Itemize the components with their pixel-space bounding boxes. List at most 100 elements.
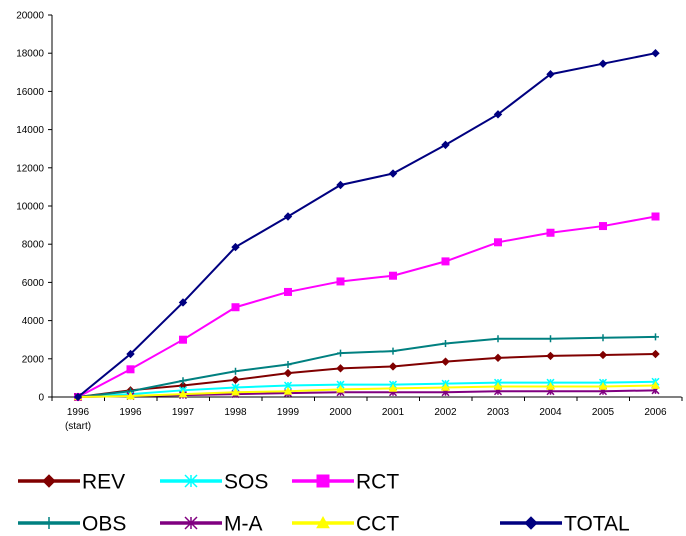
data-point-total — [73, 392, 83, 402]
data-point-obs — [389, 347, 397, 355]
x-tick-label: 1996 — [119, 407, 142, 418]
legend-swatch-marker — [184, 516, 198, 530]
data-point-cct — [178, 389, 188, 398]
data-point-rct — [546, 228, 555, 237]
legend-label: OBS — [82, 513, 126, 536]
data-point-rev — [336, 364, 345, 373]
y-tick-label: 6000 — [22, 278, 45, 289]
x-axis: 1996 (start) 1996 1997 1998 1999 2000 2001 2002 2… — [51, 396, 683, 432]
legend-item-rev: REV — [18, 471, 125, 494]
x-tick-label: 2004 — [539, 407, 562, 418]
y-tick-label: 8000 — [22, 240, 45, 251]
legend-swatch-marker — [43, 517, 55, 529]
data-point-cct — [598, 381, 608, 390]
data-point-total — [388, 169, 398, 178]
series-line-rct — [77, 215, 656, 398]
data-point-cct — [231, 387, 240, 396]
data-point-cct — [126, 391, 135, 400]
legend-label: RCT — [356, 471, 399, 494]
data-point-total — [283, 212, 293, 221]
data-point-obs — [179, 377, 187, 385]
data-point-total — [178, 298, 188, 307]
series-obs — [74, 333, 659, 401]
x-tick-label: 2005 — [592, 407, 615, 418]
legend-item-total: TOTAL — [500, 513, 630, 536]
series-total — [73, 48, 660, 402]
data-point-rct — [126, 365, 135, 374]
data-point-total — [598, 59, 608, 68]
legend: REV SOS RCT OBS M-A CCT TOTAL — [18, 471, 630, 536]
data-point-rct — [651, 212, 660, 221]
data-point-cct — [283, 386, 293, 395]
legend-label: SOS — [224, 471, 268, 494]
data-point-total — [651, 48, 660, 58]
data-point-rct — [231, 303, 240, 312]
series-rct — [74, 212, 660, 401]
data-point-rct — [336, 277, 345, 286]
x-tick-label: 1998 — [224, 407, 247, 418]
y-tick-label: 16000 — [16, 87, 44, 98]
data-point-cct — [441, 382, 450, 391]
data-point-rct — [494, 238, 502, 247]
data-point-cct — [388, 383, 398, 392]
data-point-total — [336, 180, 345, 190]
legend-label: M-A — [224, 513, 263, 536]
data-point-rev — [546, 351, 555, 361]
y-tick-label: 12000 — [16, 163, 44, 174]
data-point-cct — [493, 381, 503, 390]
legend-swatch-marker — [42, 474, 56, 488]
series-line-cct — [77, 384, 656, 398]
series-line-total — [77, 52, 656, 398]
data-point-rev — [441, 357, 450, 366]
data-point-rev — [493, 353, 503, 363]
data-point-cct — [546, 381, 555, 390]
data-point-obs — [652, 333, 659, 341]
legend-label: TOTAL — [564, 513, 630, 536]
series-line-sos — [77, 380, 656, 398]
data-point-rct — [179, 335, 187, 344]
data-point-obs — [284, 361, 292, 369]
data-point-rev — [651, 349, 660, 359]
data-point-obs — [494, 335, 502, 343]
legend-item-cct: CCT — [292, 513, 399, 536]
series-line-rev — [77, 353, 656, 398]
data-point-total — [231, 242, 240, 252]
data-point-rev — [283, 368, 293, 378]
y-tick-label: 2000 — [22, 354, 45, 365]
x-tick-label: 2002 — [434, 407, 457, 418]
data-point-rev — [598, 350, 608, 360]
y-tick-label: 10000 — [16, 202, 44, 213]
data-point-total — [546, 70, 555, 79]
data-point-cct — [336, 384, 345, 393]
data-point-rev — [388, 362, 398, 371]
legend-swatch-marker — [316, 474, 330, 488]
x-tick-label: 2003 — [487, 407, 510, 418]
data-point-obs — [232, 367, 239, 375]
x-tick-label: 1999 — [277, 407, 300, 418]
y-tick-label: 18000 — [16, 49, 44, 60]
series-layer — [73, 48, 660, 402]
x-tick-label: 2006 — [644, 407, 667, 418]
legend-swatch-marker — [524, 516, 538, 530]
series-line-obs — [77, 335, 656, 398]
data-point-total — [441, 140, 450, 150]
data-point-rct — [284, 287, 292, 296]
y-tick-label: 20000 — [16, 11, 44, 22]
x-tick-label: 1997 — [172, 407, 195, 418]
data-point-total — [493, 110, 503, 119]
y-axis: 0 2000 4000 6000 8000 10000 12000 14000 16000 180… — [16, 11, 53, 404]
x-tick-sublabel: (start) — [65, 421, 91, 432]
series-rev — [73, 349, 660, 402]
data-point-cct — [651, 381, 660, 389]
legend-swatch-marker — [184, 474, 198, 488]
y-tick-label: 4000 — [22, 316, 45, 327]
data-point-obs — [599, 334, 607, 342]
legend-swatch-marker — [316, 515, 330, 529]
data-point-rct — [441, 257, 450, 266]
x-tick-label: 2001 — [382, 407, 405, 418]
y-tick-label: 0 — [38, 393, 44, 404]
data-point-obs — [337, 349, 344, 357]
legend-item-sos: SOS — [160, 471, 268, 494]
data-point-rct — [389, 271, 397, 280]
